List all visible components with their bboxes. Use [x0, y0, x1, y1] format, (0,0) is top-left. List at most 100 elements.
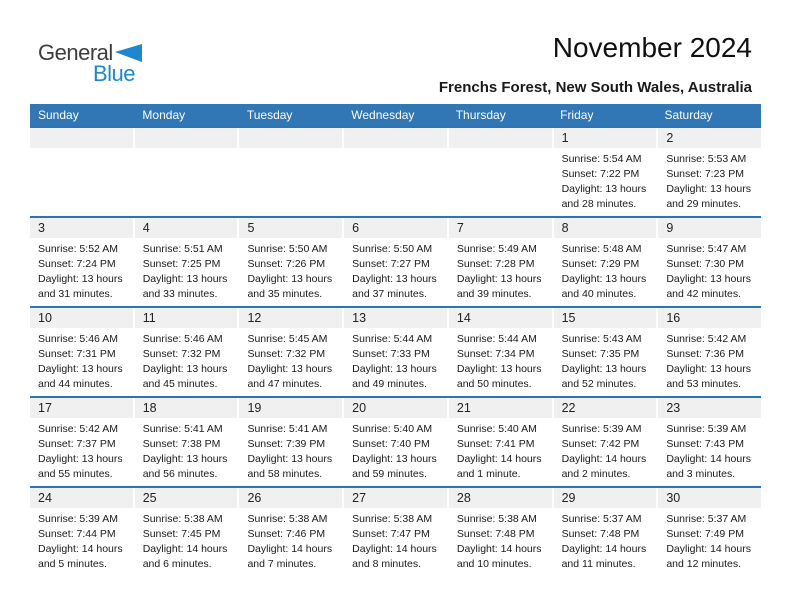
day-details: [135, 148, 238, 152]
day-detail-line: and 59 minutes.: [352, 468, 427, 480]
day-details: Sunrise: 5:40 AM Sunset: 7:40 PM Daylight:…: [344, 418, 447, 482]
day-number: 22: [553, 398, 657, 418]
day-number: 18: [134, 398, 238, 418]
day-detail-line: and 47 minutes.: [247, 378, 323, 390]
day-number: 20: [344, 398, 447, 418]
day-detail-line: and 11 minutes.: [561, 558, 636, 570]
day-details: [344, 148, 447, 152]
day-detail-line: Sunrise: 5:40 AM: [352, 423, 433, 435]
day-details: Sunrise: 5:44 AM Sunset: 7:34 PM Daylight:…: [449, 328, 552, 392]
day-details: Sunrise: 5:39 AM Sunset: 7:43 PM Daylight:…: [658, 418, 761, 482]
day-detail-line: Sunrise: 5:40 AM: [456, 423, 537, 435]
day-detail-line: and 12 minutes.: [666, 558, 742, 570]
day-details: Sunrise: 5:54 AM Sunset: 7:22 PM Daylight:…: [554, 148, 657, 212]
day-detail-line: Sunrise: 5:45 AM: [247, 333, 328, 345]
day-detail-line: Daylight: 13 hours: [561, 183, 647, 195]
day-detail-line: Daylight: 13 hours: [666, 183, 751, 195]
day-number: [344, 128, 447, 148]
day-details: Sunrise: 5:53 AM Sunset: 7:23 PM Daylight:…: [658, 148, 761, 212]
day-detail-line: Sunrise: 5:41 AM: [142, 423, 223, 435]
week-row: 24 Sunrise: 5:39 AM Sunset: 7:44 PM Dayligh…: [30, 486, 762, 576]
day-number: 7: [448, 218, 552, 238]
day-detail-line: Daylight: 14 hours: [247, 543, 333, 555]
day-number: [239, 128, 343, 148]
day-details: Sunrise: 5:37 AM Sunset: 7:48 PM Daylight:…: [554, 508, 657, 572]
day-detail-line: and 49 minutes.: [352, 378, 427, 390]
calendar-day-cell: 7 Sunrise: 5:49 AM Sunset: 7:28 PM Daylight…: [448, 218, 552, 306]
day-detail-line: Daylight: 13 hours: [38, 363, 123, 375]
day-details: Sunrise: 5:41 AM Sunset: 7:39 PM Daylight:…: [239, 418, 342, 482]
day-detail-line: Daylight: 14 hours: [666, 543, 751, 555]
day-detail-line: Sunset: 7:32 PM: [142, 348, 221, 360]
day-number: 3: [30, 218, 133, 238]
day-detail-line: Daylight: 13 hours: [456, 273, 542, 285]
day-details: Sunrise: 5:42 AM Sunset: 7:37 PM Daylight:…: [30, 418, 133, 482]
day-detail-line: Sunset: 7:46 PM: [247, 528, 326, 540]
day-detail-line: and 56 minutes.: [142, 468, 218, 480]
day-number: 12: [239, 308, 343, 328]
day-detail-line: Sunset: 7:48 PM: [561, 528, 640, 540]
day-detail-line: and 2 minutes.: [561, 468, 631, 480]
weekday-header-thursday: Thursday: [455, 108, 506, 122]
day-detail-line: and 35 minutes.: [247, 288, 323, 300]
day-detail-line: Daylight: 13 hours: [38, 453, 123, 465]
day-detail-line: Sunset: 7:33 PM: [352, 348, 430, 360]
day-number: 27: [344, 488, 447, 508]
day-detail-line: Sunset: 7:22 PM: [561, 168, 640, 180]
day-detail-line: Sunset: 7:40 PM: [352, 438, 430, 450]
calendar-day-cell: 24 Sunrise: 5:39 AM Sunset: 7:44 PM Dayligh…: [30, 488, 133, 576]
day-details: Sunrise: 5:50 AM Sunset: 7:27 PM Daylight:…: [344, 238, 447, 302]
day-detail-line: Daylight: 14 hours: [561, 543, 647, 555]
day-detail-line: Sunrise: 5:43 AM: [561, 333, 642, 345]
day-detail-line: Sunset: 7:45 PM: [142, 528, 221, 540]
day-detail-line: and 39 minutes.: [456, 288, 532, 300]
week-row: 1 Sunrise: 5:54 AM Sunset: 7:22 PM Daylight…: [30, 126, 762, 216]
empty-day-cell: [30, 128, 133, 216]
day-detail-line: Sunset: 7:31 PM: [38, 348, 116, 360]
day-detail-line: Sunset: 7:47 PM: [352, 528, 430, 540]
calendar-day-cell: 26 Sunrise: 5:38 AM Sunset: 7:46 PM Dayligh…: [239, 488, 343, 576]
week-row: 3 Sunrise: 5:52 AM Sunset: 7:24 PM Daylight…: [30, 216, 762, 306]
day-number: 26: [239, 488, 343, 508]
week-row: 10 Sunrise: 5:46 AM Sunset: 7:31 PM Dayligh…: [30, 306, 762, 396]
empty-day-cell: [448, 128, 552, 216]
day-detail-line: and 31 minutes.: [38, 288, 113, 300]
day-number: 13: [344, 308, 447, 328]
day-detail-line: Daylight: 14 hours: [352, 543, 437, 555]
day-detail-line: Sunrise: 5:39 AM: [561, 423, 642, 435]
day-detail-line: Sunrise: 5:38 AM: [142, 513, 223, 525]
day-detail-line: Sunset: 7:25 PM: [142, 258, 221, 270]
day-details: Sunrise: 5:47 AM Sunset: 7:30 PM Daylight:…: [658, 238, 761, 302]
day-detail-line: and 52 minutes.: [561, 378, 637, 390]
day-details: Sunrise: 5:37 AM Sunset: 7:49 PM Daylight:…: [658, 508, 761, 572]
empty-day-cell: [134, 128, 238, 216]
day-detail-line: Daylight: 13 hours: [352, 363, 437, 375]
day-detail-line: Daylight: 13 hours: [247, 453, 333, 465]
day-detail-line: Sunrise: 5:53 AM: [666, 153, 747, 165]
day-detail-line: Sunrise: 5:37 AM: [561, 513, 642, 525]
day-detail-line: and 5 minutes.: [38, 558, 107, 570]
day-details: [449, 148, 552, 152]
calendar-day-cell: 10 Sunrise: 5:46 AM Sunset: 7:31 PM Dayligh…: [30, 308, 133, 396]
logo-triangle-icon: [114, 44, 142, 70]
calendar-day-cell: 25 Sunrise: 5:38 AM Sunset: 7:45 PM Dayligh…: [134, 488, 238, 576]
day-detail-line: Daylight: 13 hours: [38, 273, 123, 285]
day-detail-line: Sunrise: 5:46 AM: [142, 333, 223, 345]
day-number: 9: [658, 218, 762, 238]
day-detail-line: Sunrise: 5:37 AM: [666, 513, 747, 525]
day-detail-line: Sunset: 7:30 PM: [666, 258, 744, 270]
day-details: Sunrise: 5:44 AM Sunset: 7:33 PM Daylight:…: [344, 328, 447, 392]
day-detail-line: Sunset: 7:32 PM: [247, 348, 326, 360]
day-detail-line: and 29 minutes.: [666, 198, 742, 210]
empty-day-cell: [239, 128, 343, 216]
day-detail-line: Daylight: 13 hours: [142, 273, 228, 285]
day-detail-line: and 8 minutes.: [352, 558, 422, 570]
day-detail-line: Sunset: 7:43 PM: [666, 438, 744, 450]
day-detail-line: Sunset: 7:44 PM: [38, 528, 116, 540]
day-detail-line: and 45 minutes.: [142, 378, 218, 390]
day-detail-line: Daylight: 14 hours: [666, 453, 751, 465]
day-detail-line: Sunrise: 5:48 AM: [561, 243, 642, 255]
calendar-table: Sunday Monday Tuesday Wednesday Thursday Frid…: [30, 104, 762, 576]
calendar-grid: 1 Sunrise: 5:54 AM Sunset: 7:22 PM Daylight…: [30, 126, 762, 576]
day-detail-line: and 28 minutes.: [561, 198, 637, 210]
